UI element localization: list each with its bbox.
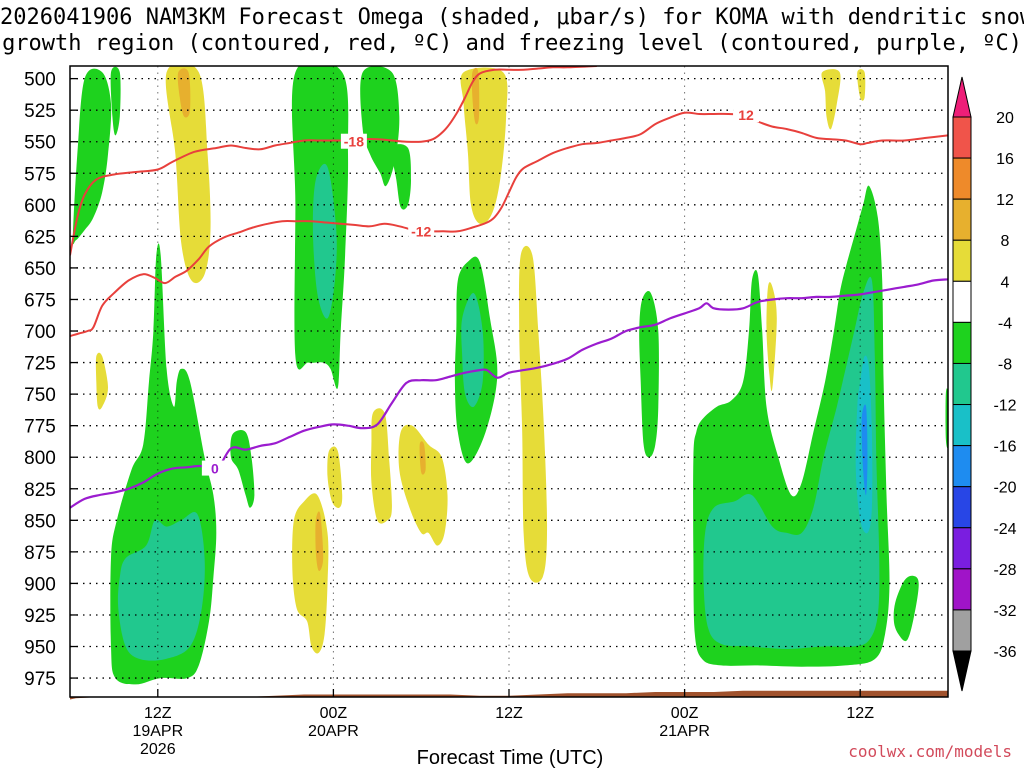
omega-region-teal-col-17: [312, 163, 337, 319]
colorbar-bin-11: [952, 568, 972, 611]
y-tick-label-525: 525: [24, 101, 56, 122]
x-tick-label-30: 12Z: [495, 705, 523, 722]
y-tick-label-900: 900: [24, 574, 56, 595]
y-tick-label-675: 675: [24, 290, 56, 311]
omega-region-green-col-02: [110, 66, 121, 136]
omega-region-yellow-col-31: [519, 245, 548, 583]
x-tick-date-6: 19APR: [132, 723, 183, 740]
dendritic-label-0-bg: [340, 133, 367, 149]
x-tick-label-18: 00Z: [320, 705, 348, 722]
x-tick-label-6: 12Z: [144, 705, 172, 722]
omega-region-green-col-20: [360, 66, 400, 187]
y-tick-label-775: 775: [24, 417, 56, 438]
colorbar-label-5: -4: [998, 315, 1012, 332]
omega-region-teal-lowlevel-06: [117, 512, 205, 661]
omega-region-yellow-col-18: [327, 446, 343, 508]
dendritic-label-2: 12: [738, 107, 754, 123]
dendritic-label-0: -18: [344, 134, 364, 150]
omega-region-green-col-22: [391, 144, 412, 210]
omega-region-green-blob-12: [230, 430, 255, 508]
y-tick-label-500: 500: [24, 70, 56, 91]
omega-region-orange-col-06: [177, 68, 191, 118]
colorbar-bin-0: [952, 116, 972, 159]
y-tick-label-975: 975: [24, 669, 56, 690]
x-tick-year-6: 2026: [140, 741, 176, 758]
y-tick-label-850: 850: [24, 511, 56, 532]
colorbar-label-7: -12: [993, 398, 1016, 415]
colorbar-label-13: -36: [993, 644, 1016, 661]
y-tick-label-875: 875: [24, 543, 56, 564]
x-tick-date-18: 20APR: [308, 723, 359, 740]
colorbar-bin-1: [952, 157, 972, 200]
colorbar-bin-2: [952, 198, 972, 241]
colorbar-label-3: 8: [1001, 233, 1010, 250]
colorbar-bin-12: [952, 609, 972, 652]
title-line-1: 2026041906 NAM3KM Forecast Omega (shaded…: [0, 5, 1024, 30]
y-tick-label-575: 575: [24, 164, 56, 185]
y-tick-label-750: 750: [24, 385, 56, 406]
colorbar-bin-7: [952, 404, 972, 447]
omega-region-yellow-col-54: [857, 69, 866, 101]
omega-region-yellow-col-48: [821, 69, 841, 130]
omega-region-teal-col-27b: [461, 293, 484, 408]
y-tick-label-825: 825: [24, 480, 56, 501]
dendritic-label-2-bg: [733, 107, 760, 123]
colorbar-label-10: -24: [993, 521, 1016, 538]
colorbar-label-12: -32: [993, 603, 1016, 620]
omega-region-yellow-col-27: [460, 67, 508, 225]
y-tick-label-650: 650: [24, 259, 56, 280]
y-tick-label-550: 550: [24, 133, 56, 154]
x-axis-label: Forecast Time (UTC): [417, 747, 604, 768]
omega-region-orange-col-17: [315, 511, 324, 571]
colorbar-bin-6: [952, 362, 972, 406]
dendritic-label-1: -12: [411, 223, 431, 239]
dendritic-label-1-bg: [408, 223, 435, 239]
y-tick-label-600: 600: [24, 196, 56, 217]
colorbar-bin-10: [952, 527, 972, 570]
omega-region-yellow-col-21: [370, 408, 392, 524]
omega-region-darkblue-core-54: [861, 404, 868, 496]
terrain-fill: [70, 690, 948, 700]
x-tick-label-42: 00Z: [671, 705, 699, 722]
omega-region-yellow-col-02: [95, 352, 108, 410]
colorbar-bin-9: [952, 486, 972, 529]
colorbar-bin-8: [952, 445, 972, 488]
colorbar-bottom-triangle: [952, 650, 972, 692]
colorbar-label-8: -16: [993, 439, 1016, 456]
omega-region-green-col-39: [639, 291, 659, 458]
colorbar-label-9: -20: [993, 480, 1016, 497]
colorbar-label-2: 12: [996, 192, 1014, 209]
watermark: coolwx.com/models: [848, 742, 1012, 761]
y-tick-label-950: 950: [24, 638, 56, 659]
omega-region-green-column-early: [72, 68, 112, 245]
omega-region-teal-lowlevel-45: [703, 276, 880, 649]
freezing-level-label: 0: [211, 461, 219, 477]
omega-region-yellow-col-06: [165, 66, 211, 284]
y-tick-label-800: 800: [24, 448, 56, 469]
freezing-level-label-bg: [201, 460, 228, 476]
colorbar-label-4: 4: [1001, 274, 1010, 291]
omega-region-yellow-col-15: [292, 493, 329, 654]
omega-region-yellow-col-23: [398, 424, 448, 546]
colorbar-bin-5: [952, 321, 972, 364]
colorbar-label-11: -28: [993, 562, 1016, 579]
colorbar-label-1: 16: [996, 151, 1014, 168]
colorbar-bin-4: [952, 280, 972, 323]
omega-region-orange-col-23: [419, 441, 426, 475]
y-tick-label-725: 725: [24, 354, 56, 375]
dendritic-contour-1: [70, 111, 948, 338]
colorbar-label-6: -8: [998, 356, 1012, 373]
omega-region-green-blob-57: [893, 575, 919, 642]
y-tick-label-700: 700: [24, 322, 56, 343]
omega-region-yellow-col-48b: [766, 282, 777, 392]
colorbar-label-0: 20: [996, 110, 1014, 127]
y-tick-label-925: 925: [24, 606, 56, 627]
y-tick-label-625: 625: [24, 227, 56, 248]
colorbar-top-triangle: [952, 76, 972, 118]
x-tick-date-42: 21APR: [659, 723, 710, 740]
title-line-2: growth region (contoured, red, ºC) and f…: [2, 31, 1022, 56]
colorbar-bin-3: [952, 239, 972, 282]
x-tick-label-54: 12Z: [846, 705, 874, 722]
